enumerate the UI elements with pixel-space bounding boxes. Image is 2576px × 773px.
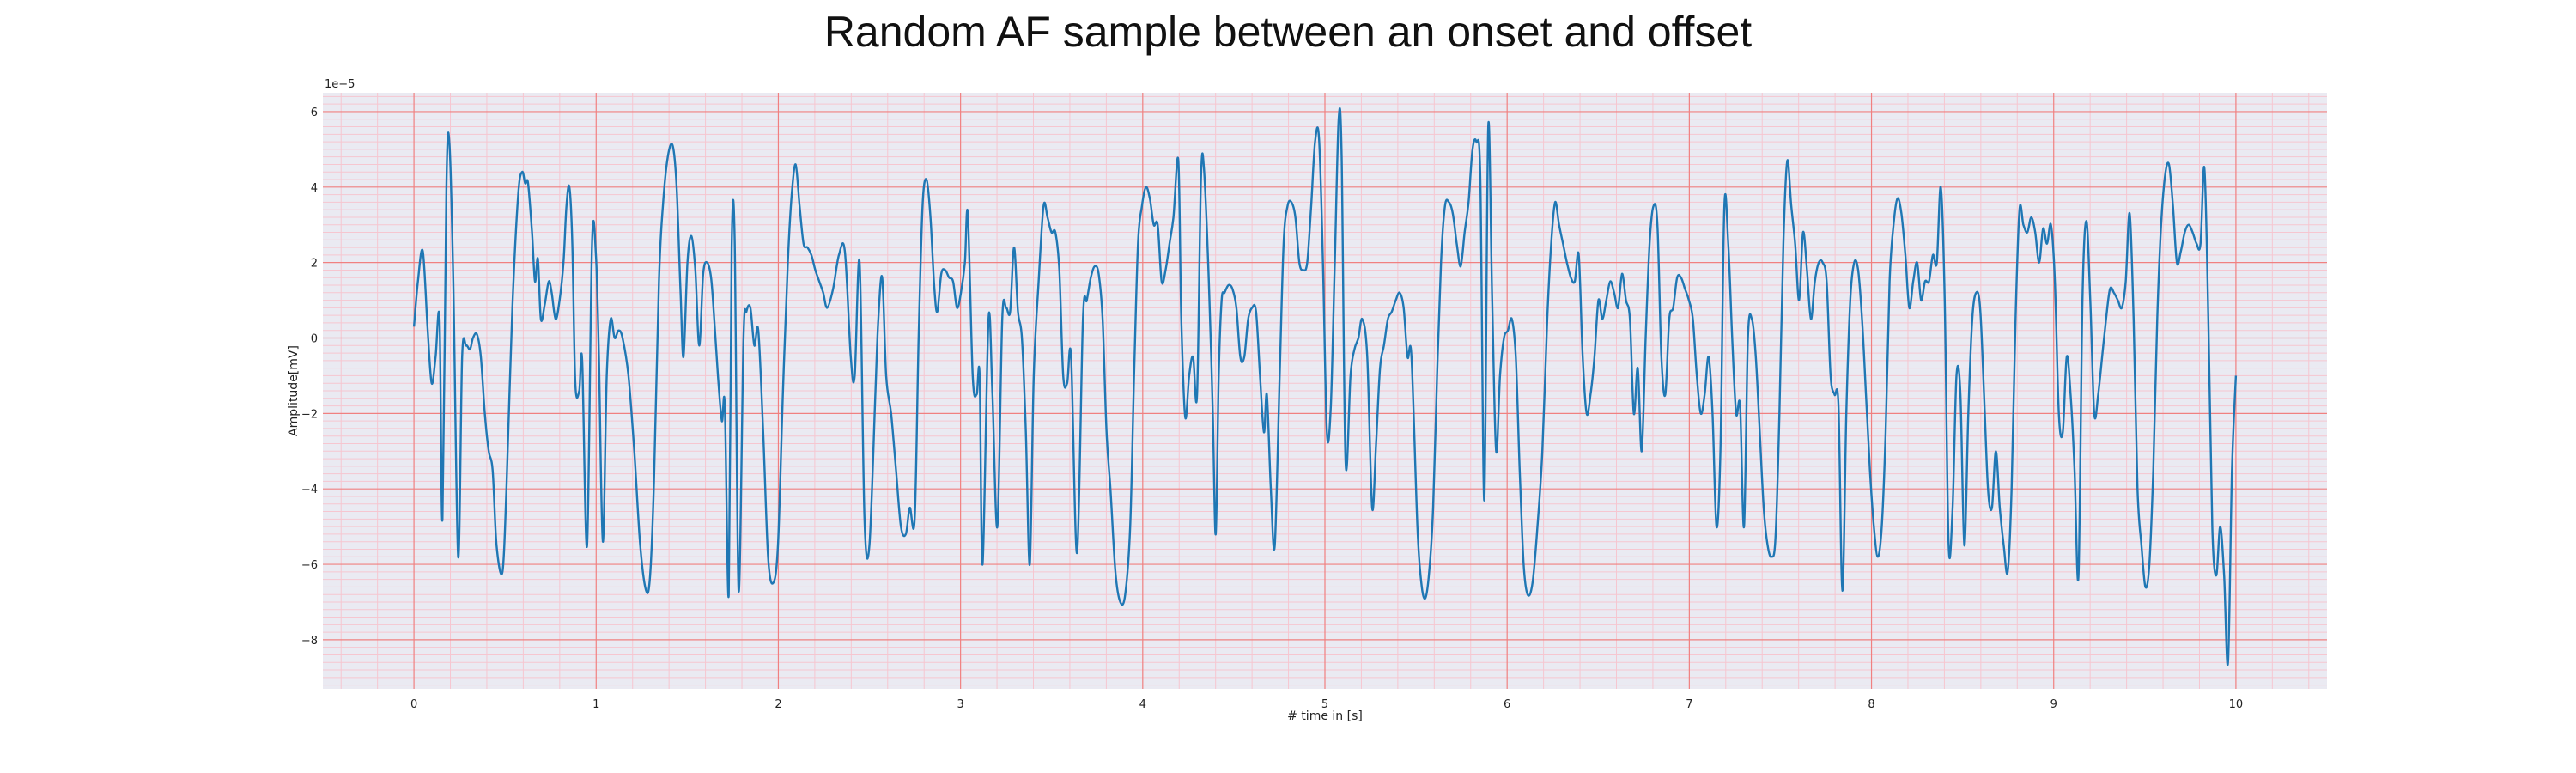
x-tick-label: 5 (1321, 698, 1328, 711)
y-tick-label: 6 (311, 107, 318, 119)
y-tick-label: −8 (301, 635, 318, 648)
x-tick-label: 0 (410, 698, 417, 711)
x-tick-label: 1 (592, 698, 599, 711)
y-tick-label: −2 (301, 408, 318, 421)
y-axis-label: Amplitude[mV] (287, 345, 301, 436)
x-tick-label: 8 (1868, 698, 1874, 711)
y-tick-label: −6 (301, 559, 318, 572)
chart-title: Random AF sample between an onset and of… (823, 8, 1753, 56)
x-axis-ticks: 0 1 2 3 4 5 6 7 8 9 10 (410, 698, 2243, 711)
x-axis-label: # time in [s] (1287, 709, 1363, 723)
y-tick-label: −4 (301, 484, 318, 496)
y-tick-label: 0 (311, 333, 318, 346)
x-tick-label: 10 (2229, 698, 2244, 711)
x-tick-label: 3 (957, 698, 963, 711)
y-tick-label: 4 (311, 182, 318, 195)
x-tick-label: 7 (1686, 698, 1692, 711)
y-axis-ticks: −8 −6 −4 −2 0 2 4 6 (301, 107, 318, 648)
y-offset-text: 1e−5 (325, 78, 355, 91)
series-line (412, 107, 2238, 666)
x-tick-label: 4 (1139, 698, 1146, 711)
x-tick-label: 6 (1504, 698, 1510, 711)
x-tick-label: 2 (775, 698, 781, 711)
y-tick-label: 2 (311, 258, 318, 271)
x-tick-label: 9 (2050, 698, 2057, 711)
